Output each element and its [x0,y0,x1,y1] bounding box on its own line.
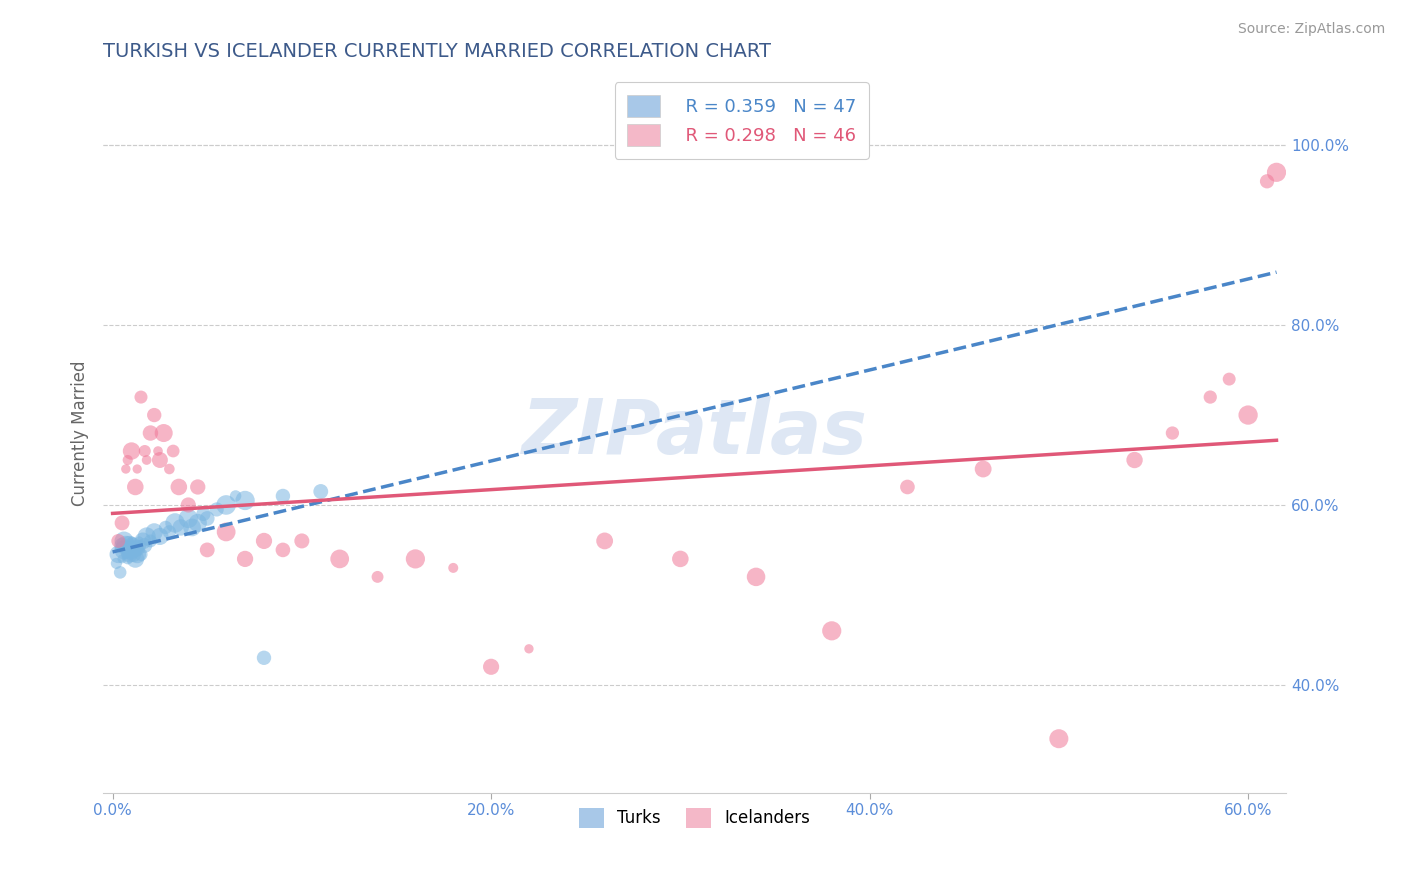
Point [124,542,146,557]
Point [669,552,692,566]
Point [167,480,190,494]
Point [115,538,138,552]
Point [225,489,247,503]
Point [115,462,138,476]
Point [215,498,238,512]
Point [271,489,294,503]
Point [517,641,540,656]
Point [233,552,256,566]
Point [972,462,994,476]
Point [195,511,218,525]
Point [121,542,143,557]
Point [129,390,152,404]
Point [127,462,149,476]
Point [132,533,155,548]
Point [187,480,209,494]
Point [107,533,129,548]
Point [593,533,616,548]
Point [146,444,169,458]
Point [117,453,139,467]
Point [135,453,157,467]
Point [195,542,218,557]
Point [121,444,143,458]
Point [157,462,180,476]
Point [479,660,502,674]
Point [187,516,209,530]
Point [253,650,276,665]
Point [105,557,128,571]
Point [157,524,180,539]
Point [117,552,139,566]
Text: Source: ZipAtlas.com: Source: ZipAtlas.com [1237,22,1385,37]
Point [118,548,141,562]
Point [135,529,157,543]
Point [404,552,426,566]
Point [745,570,768,584]
Point [233,493,256,508]
Point [441,561,464,575]
Point [129,538,152,552]
Point [143,408,166,422]
Point [128,542,150,557]
Point [1218,372,1240,386]
Point [134,444,156,458]
Point [163,516,186,530]
Point [309,484,332,499]
Point [122,538,145,552]
Point [1161,425,1184,440]
Point [134,538,156,552]
Point [205,502,228,516]
Point [129,548,152,562]
Point [1199,390,1222,404]
Point [111,552,134,566]
Point [291,533,314,548]
Point [1265,165,1288,179]
Point [117,542,139,557]
Point [162,444,184,458]
Point [112,533,135,548]
Point [170,520,193,534]
Point [181,520,204,534]
Point [111,538,134,552]
Point [108,566,131,580]
Point [111,516,134,530]
Point [152,425,174,440]
Point [177,511,200,525]
Point [121,533,143,548]
Point [112,542,135,557]
Point [271,542,294,557]
Point [115,548,138,562]
Point [124,480,146,494]
Point [193,507,215,521]
Y-axis label: Currently Married: Currently Married [72,360,89,506]
Point [149,529,172,543]
Point [1047,731,1070,746]
Point [139,425,162,440]
Point [215,524,238,539]
Point [127,548,149,562]
Text: ZIPatlas: ZIPatlas [522,396,868,470]
Point [128,533,150,548]
Point [367,570,389,584]
Point [124,552,146,566]
Point [149,453,172,467]
Point [1256,174,1278,188]
Point [143,524,166,539]
Point [896,480,918,494]
Point [253,533,276,548]
Point [329,552,352,566]
Point [177,498,200,512]
Point [118,538,141,552]
Legend: Turks, Icelanders: Turks, Icelanders [572,801,817,835]
Point [127,538,149,552]
Point [1123,453,1146,467]
Point [107,548,129,562]
Point [155,520,177,534]
Point [122,548,145,562]
Point [821,624,844,638]
Point [1237,408,1260,422]
Text: TURKISH VS ICELANDER CURRENTLY MARRIED CORRELATION CHART: TURKISH VS ICELANDER CURRENTLY MARRIED C… [103,42,770,61]
Point [139,533,162,548]
